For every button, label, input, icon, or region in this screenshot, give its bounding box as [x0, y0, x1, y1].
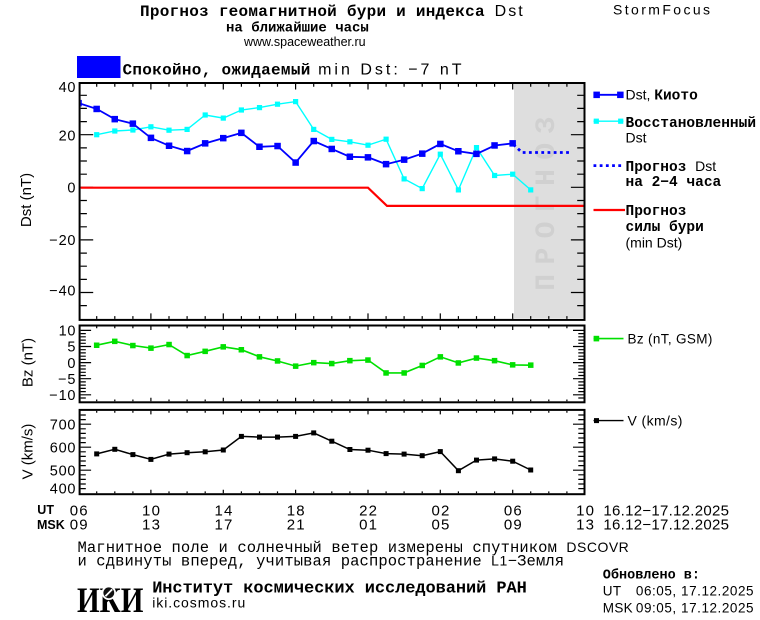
- svg-text:09: 09: [504, 517, 523, 534]
- svg-text:22: 22: [359, 502, 378, 519]
- svg-text:www.spaceweather.ru: www.spaceweather.ru: [243, 35, 366, 49]
- svg-text:Dst (nT): Dst (nT): [18, 173, 35, 227]
- svg-text:01: 01: [359, 517, 378, 534]
- svg-text:Прогноз Dst: Прогноз Dst: [626, 158, 717, 176]
- svg-text:06: 06: [504, 502, 523, 519]
- svg-text:13: 13: [142, 517, 161, 534]
- svg-text:MSK: MSK: [603, 600, 633, 615]
- svg-text:14: 14: [214, 502, 233, 519]
- svg-text:Обновлено в:: Обновлено в:: [603, 567, 700, 583]
- svg-text:700: 700: [50, 417, 77, 433]
- svg-text:V (km/s): V (km/s): [20, 424, 37, 480]
- svg-text:10: 10: [576, 502, 595, 519]
- svg-text:21: 21: [287, 517, 306, 534]
- svg-text:10: 10: [142, 502, 161, 519]
- svg-text:−10: −10: [49, 388, 76, 404]
- svg-text:06: 06: [70, 502, 89, 519]
- svg-text:Институт космических исследова: Институт космических исследований РАН: [152, 580, 527, 599]
- svg-text:09: 09: [70, 517, 89, 534]
- svg-text:0: 0: [67, 356, 76, 372]
- svg-text:Dst: Dst: [626, 129, 647, 145]
- svg-text:20: 20: [59, 128, 77, 144]
- svg-text:05: 05: [431, 517, 450, 534]
- svg-text:−40: −40: [49, 284, 76, 300]
- svg-text:Dst, Киото: Dst, Киото: [626, 86, 699, 104]
- svg-text:Bz (nT): Bz (nT): [20, 338, 37, 387]
- svg-text:V (km/s): V (km/s): [628, 413, 683, 429]
- svg-text:0: 0: [67, 181, 76, 197]
- svg-text:MSK: MSK: [37, 518, 65, 532]
- svg-text:500: 500: [50, 463, 77, 479]
- svg-text:Магнитное поле и солнечный вет: Магнитное поле и солнечный ветер измерен…: [78, 539, 630, 557]
- svg-text:(min Dst): (min Dst): [626, 235, 683, 251]
- svg-text:Прогноз геомагнитной бури и ин: Прогноз геомагнитной бури и индекса Dst: [140, 3, 525, 21]
- svg-text:400: 400: [50, 482, 77, 498]
- svg-text:силы бури: силы бури: [626, 220, 704, 236]
- svg-text:Спокойно, ожидаемый min Dst: −: Спокойно, ожидаемый min Dst: −7 nT: [123, 62, 465, 80]
- svg-text:StormFocus: StormFocus: [613, 1, 712, 17]
- svg-text:Прогноз: Прогноз: [626, 204, 687, 220]
- svg-text:и сдвинуты вперед, учитывая ра: и сдвинуты вперед, учитывая распростране…: [78, 553, 565, 571]
- svg-text:16.12−17.12.2025: 16.12−17.12.2025: [603, 502, 729, 519]
- svg-text:−20: −20: [49, 233, 76, 249]
- svg-text:600: 600: [50, 440, 77, 456]
- svg-text:5: 5: [67, 340, 76, 356]
- svg-text:02: 02: [431, 502, 450, 519]
- svg-text:13: 13: [576, 517, 595, 534]
- svg-text:на ближайшие часы: на ближайшие часы: [226, 21, 369, 37]
- svg-text:UT: UT: [603, 584, 622, 599]
- svg-text:Bz (nT, GSM): Bz (nT, GSM): [628, 332, 713, 347]
- svg-text:40: 40: [59, 80, 77, 96]
- svg-text:18: 18: [287, 502, 306, 519]
- svg-text:Восстановленный: Восстановленный: [626, 116, 757, 132]
- svg-text:−5: −5: [58, 372, 76, 388]
- svg-text:10: 10: [59, 324, 77, 340]
- svg-text:17: 17: [214, 517, 233, 534]
- svg-text:06:05, 17.12.2025: 06:05, 17.12.2025: [636, 584, 754, 599]
- svg-text:ПРОГНОЗ: ПРОГНОЗ: [532, 107, 563, 290]
- svg-text:UT: UT: [37, 503, 54, 517]
- svg-text:09:05, 17.12.2025: 09:05, 17.12.2025: [636, 600, 754, 615]
- svg-text:16.12−17.12.2025: 16.12−17.12.2025: [603, 517, 729, 534]
- svg-text:iki.cosmos.ru: iki.cosmos.ru: [152, 595, 246, 611]
- svg-text:на 2−4 часа: на 2−4 часа: [626, 175, 722, 191]
